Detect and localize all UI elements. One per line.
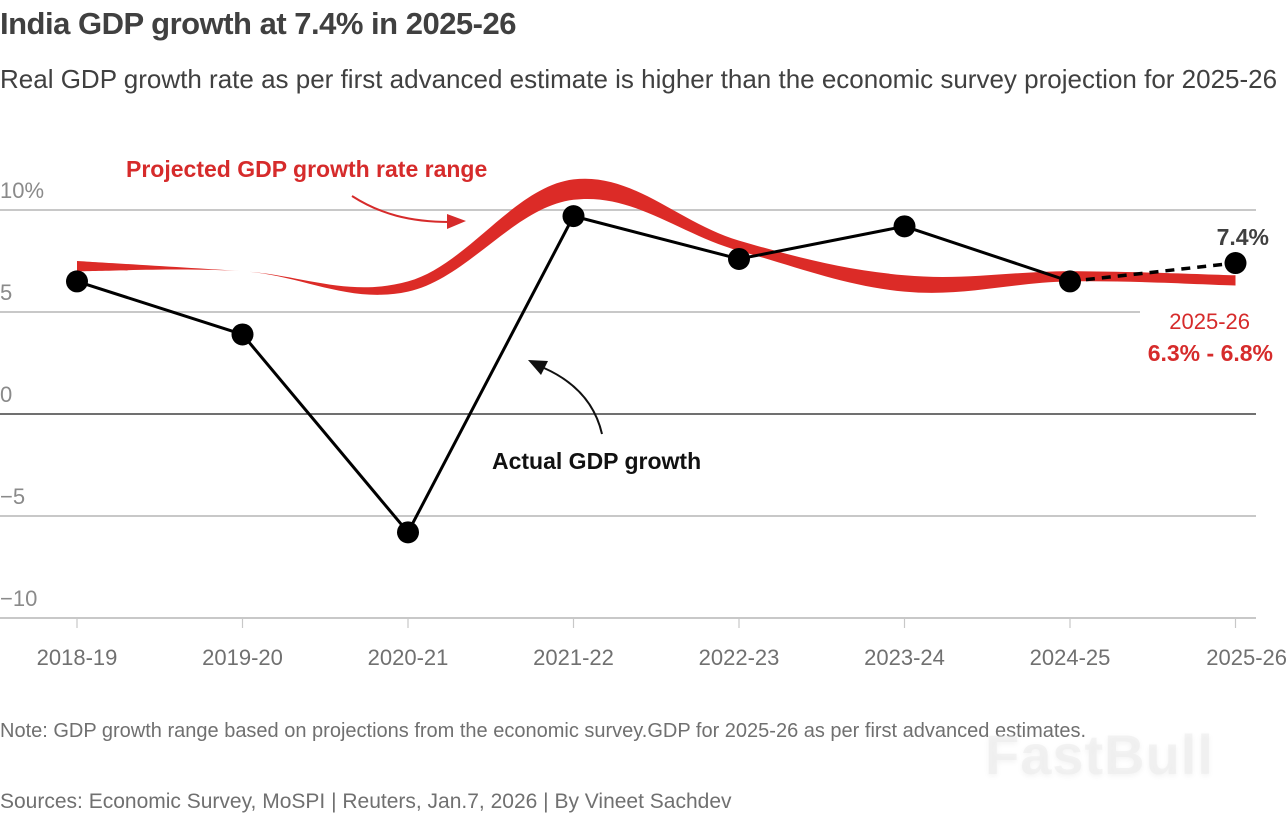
y-tick-label: −10 (0, 586, 37, 611)
data-point-2025-26 (1224, 252, 1247, 275)
grid (0, 209, 1256, 619)
line-arrowhead-icon (528, 360, 548, 375)
line-segment (76, 279, 243, 336)
y-axis-ticks: 10% 5 0 −5 −10 (0, 178, 44, 611)
line-annotation-arrow (543, 367, 603, 435)
y-tick-label: 0 (0, 382, 12, 407)
x-tick-label: 2018-19 (37, 645, 118, 670)
line-segment (573, 214, 740, 261)
chart-title: India GDP growth at 7.4% in 2025-26 (0, 6, 516, 41)
band-annotation-arrow (351, 195, 451, 223)
range-label-backdrop (1140, 306, 1260, 328)
x-tick-label: 2024-25 (1030, 645, 1111, 670)
x-axis-ticks: 2018-19 2019-20 2020-21 2021-22 2022-23 2023-… (37, 618, 1287, 670)
chart-subtitle: Real GDP growth rate as per first advanc… (0, 64, 1278, 94)
actual-growth-line (76, 214, 1236, 534)
chart-area: 10%50−5−10 2018-19 2019-20 2020-21 2021-22 2… (0, 156, 1287, 670)
projected-range-band (77, 178, 1236, 295)
data-point-2019-20 (231, 323, 254, 346)
range-year-label: 2025-26 (1169, 309, 1250, 334)
actual-growth-points (66, 205, 1247, 544)
x-tick-label: 2021-22 (533, 645, 614, 670)
data-point-2023-24 (893, 215, 916, 238)
x-tick-label: 2022-23 (699, 645, 780, 670)
data-point-2022-23 (728, 247, 750, 270)
x-tick-label: 2023-24 (864, 645, 945, 670)
band-annotation-label: Projected GDP growth rate range (126, 156, 487, 182)
data-point-2021-22 (562, 205, 585, 228)
band-arrowhead-icon (447, 214, 466, 229)
data-point-2020-21 (397, 521, 419, 544)
x-tick-label: 2025-26 (1206, 645, 1287, 670)
line-segment-estimate (1069, 261, 1236, 284)
x-tick-label: 2020-21 (368, 645, 449, 670)
line-segment (738, 224, 905, 261)
y-tick-label: −5 (0, 484, 25, 509)
line-segment (241, 333, 410, 534)
y-tick-label: 10% (0, 178, 44, 203)
x-tick-label: 2019-20 (202, 645, 283, 670)
y-tick-label: 5 (0, 280, 12, 305)
line-segment (904, 224, 1071, 283)
line-annotation-label: Actual GDP growth (492, 448, 701, 474)
data-point-2024-25 (1059, 270, 1081, 293)
footnote: Note: GDP growth range based on projecti… (0, 720, 1087, 742)
watermark: FastBull (985, 723, 1214, 786)
line-segment (406, 215, 575, 534)
range-value-label: 6.3% - 6.8% (1148, 340, 1273, 366)
sources-credit: Sources: Economic Survey, MoSPI | Reuter… (0, 790, 732, 813)
end-value-label: 7.4% (1217, 224, 1269, 250)
data-point-2018-19 (66, 270, 88, 293)
